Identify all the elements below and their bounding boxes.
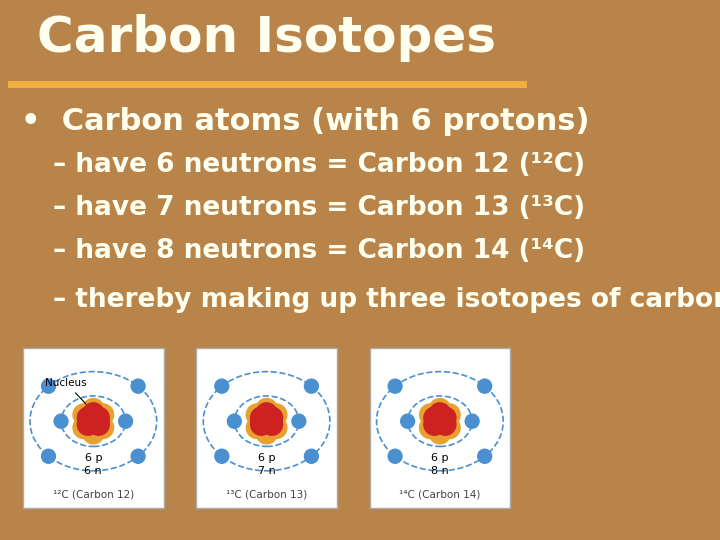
Circle shape [119, 414, 132, 428]
Circle shape [92, 404, 114, 426]
Circle shape [83, 399, 104, 420]
Circle shape [388, 449, 402, 463]
Text: – thereby making up three isotopes of carbon.: – thereby making up three isotopes of ca… [53, 287, 720, 313]
Circle shape [420, 417, 441, 438]
Circle shape [246, 417, 268, 438]
Circle shape [215, 379, 229, 393]
Circle shape [266, 404, 287, 426]
Circle shape [478, 449, 492, 463]
Text: 6 p
8 n: 6 p 8 n [431, 453, 449, 476]
Circle shape [246, 404, 268, 426]
Circle shape [305, 449, 318, 463]
Circle shape [131, 449, 145, 463]
Circle shape [438, 404, 460, 426]
FancyBboxPatch shape [369, 348, 510, 508]
Circle shape [88, 407, 109, 429]
Text: – have 8 neutrons = Carbon 14 (¹⁴C): – have 8 neutrons = Carbon 14 (¹⁴C) [53, 238, 585, 264]
Text: 6 p
6 n: 6 p 6 n [84, 453, 102, 476]
Circle shape [429, 422, 451, 444]
Circle shape [305, 379, 318, 393]
Circle shape [54, 414, 68, 428]
Circle shape [424, 414, 445, 435]
Circle shape [261, 407, 282, 429]
Circle shape [73, 404, 94, 426]
FancyBboxPatch shape [23, 348, 163, 508]
Text: – have 6 neutrons = Carbon 12 (¹²C): – have 6 neutrons = Carbon 12 (¹²C) [53, 152, 585, 178]
Circle shape [429, 403, 451, 424]
Circle shape [424, 407, 445, 429]
Text: – have 7 neutrons = Carbon 13 (¹³C): – have 7 neutrons = Carbon 13 (¹³C) [53, 195, 585, 221]
Circle shape [77, 407, 99, 429]
Circle shape [465, 414, 479, 428]
FancyBboxPatch shape [197, 348, 337, 508]
Circle shape [77, 414, 99, 435]
Circle shape [88, 414, 109, 435]
Circle shape [256, 403, 277, 424]
Circle shape [92, 417, 114, 438]
Circle shape [401, 414, 415, 428]
Circle shape [438, 417, 460, 438]
Circle shape [256, 399, 277, 420]
Circle shape [261, 414, 282, 435]
Circle shape [42, 449, 55, 463]
Circle shape [435, 414, 456, 435]
Circle shape [131, 379, 145, 393]
Circle shape [251, 414, 272, 435]
Circle shape [256, 422, 277, 444]
Text: •  Carbon atoms (with 6 protons): • Carbon atoms (with 6 protons) [22, 107, 590, 136]
Text: ¹⁴C (Carbon 14): ¹⁴C (Carbon 14) [399, 489, 480, 500]
Circle shape [292, 414, 306, 428]
Circle shape [435, 407, 456, 429]
Circle shape [83, 403, 104, 424]
Text: Carbon Isotopes: Carbon Isotopes [37, 14, 496, 62]
Text: 6 p
7 n: 6 p 7 n [258, 453, 276, 476]
Circle shape [42, 379, 55, 393]
Circle shape [420, 404, 441, 426]
Circle shape [83, 422, 104, 444]
Circle shape [429, 399, 451, 420]
Text: Nucleus: Nucleus [45, 378, 87, 404]
Text: ¹²C (Carbon 12): ¹²C (Carbon 12) [53, 489, 134, 500]
Circle shape [251, 407, 272, 429]
Circle shape [215, 449, 229, 463]
Circle shape [266, 417, 287, 438]
Circle shape [478, 379, 492, 393]
Circle shape [228, 414, 241, 428]
Text: ¹³C (Carbon 13): ¹³C (Carbon 13) [226, 489, 307, 500]
Circle shape [388, 379, 402, 393]
Circle shape [73, 417, 94, 438]
